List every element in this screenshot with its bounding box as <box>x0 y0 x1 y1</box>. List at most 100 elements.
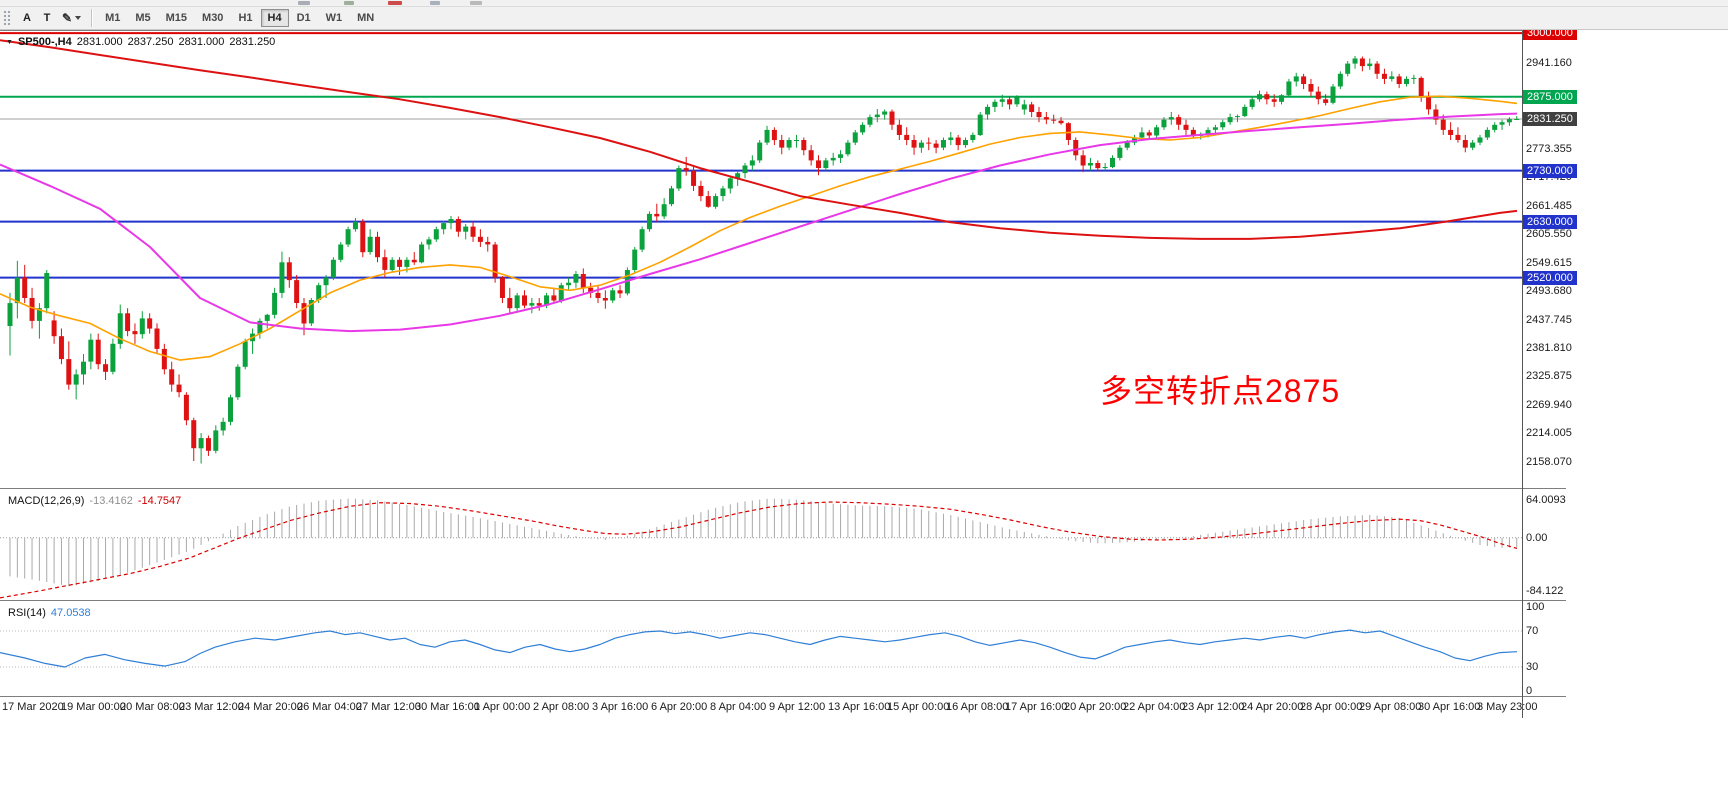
price-level-badge: 2730.000 <box>1523 164 1577 178</box>
chevron-down-icon <box>75 16 82 20</box>
time-axis-label: 19 Mar 00:00 <box>61 701 126 713</box>
tf-button-h1[interactable]: H1 <box>231 9 259 27</box>
timeframe-buttons: M1 M5 M15 M30 H1 H4 D1 W1 MN <box>98 9 381 27</box>
rsi-axis-label: 100 <box>1526 601 1545 613</box>
clipped-icon <box>470 1 482 5</box>
tf-button-h4[interactable]: H4 <box>260 9 289 27</box>
time-axis-label: 28 Apr 00:00 <box>1300 701 1363 713</box>
time-axis-label: 8 Apr 04:00 <box>710 701 767 713</box>
price-axis-label: 2437.745 <box>1526 314 1572 326</box>
price-level-badge: 2520.000 <box>1523 271 1577 285</box>
tf-button-m30[interactable]: M30 <box>195 9 230 27</box>
timeframe-toolbar: A T ✎ M1 M5 M15 M30 H1 H4 D1 W1 MN <box>0 7 1728 30</box>
rsi-panel-divider[interactable] <box>0 600 1566 603</box>
price-axis-label: 2493.680 <box>1526 285 1572 297</box>
time-axis-label: 6 Apr 20:00 <box>651 701 708 713</box>
ohlc-low: 2831.000 <box>178 36 225 48</box>
ohlc-high: 2837.250 <box>127 36 174 48</box>
macd-axis-max: 64.0093 <box>1526 494 1566 506</box>
time-axis-label: 13 Apr 16:00 <box>828 701 891 713</box>
macd-signal-value: -14.7547 <box>137 495 182 507</box>
time-axis-label: 27 Mar 12:00 <box>356 701 421 713</box>
pencil-icon: ✎ <box>62 11 73 25</box>
price-level-badge: 2630.000 <box>1523 215 1577 229</box>
time-axis-label: 26 Mar 04:00 <box>297 701 362 713</box>
time-axis-label: 20 Mar 08:00 <box>120 701 185 713</box>
time-axis-label: 15 Apr 00:00 <box>887 701 950 713</box>
rsi-indicator-label: RSI(14) 47.0538 <box>8 607 91 619</box>
time-axis-label: 30 Mar 16:00 <box>415 701 480 713</box>
tf-button-d1[interactable]: D1 <box>290 9 318 27</box>
chart-dropdown-arrow-icon[interactable]: ▼ <box>6 39 13 46</box>
tf-button-m15[interactable]: M15 <box>159 9 194 27</box>
price-axis-label: 2325.875 <box>1526 370 1572 382</box>
price-level-badge: 2875.000 <box>1523 90 1577 104</box>
price-axis-label: 2549.615 <box>1526 257 1572 269</box>
time-axis-label: 17 Apr 16:00 <box>1005 701 1068 713</box>
macd-indicator-label: MACD(12,26,9) -13.4162 -14.7547 <box>8 495 181 507</box>
toolbar-top-clipped <box>0 0 1728 7</box>
time-axis-label: 9 Apr 12:00 <box>769 701 826 713</box>
time-axis-label: 3 May 23:00 <box>1477 701 1538 713</box>
time-axis-label: 22 Apr 04:00 <box>1123 701 1186 713</box>
rsi-axis-label: 0 <box>1526 685 1533 697</box>
tf-button-w1[interactable]: W1 <box>319 9 350 27</box>
time-axis-label: 24 Apr 20:00 <box>1241 701 1304 713</box>
chart-annotation: 多空转折点2875 <box>1100 373 1341 409</box>
drawing-tool-dropdown[interactable]: ✎ <box>57 9 86 28</box>
tf-button-mn[interactable]: MN <box>350 9 381 27</box>
rsi-axis-label: 70 <box>1526 625 1539 637</box>
clipped-icon <box>430 1 440 5</box>
ma-medium-magenta <box>0 112 1518 333</box>
candles-layer <box>7 56 1520 464</box>
tf-button-m5[interactable]: M5 <box>128 9 157 27</box>
time-axis-label: 23 Apr 12:00 <box>1182 701 1245 713</box>
arrow-text-tool-button[interactable]: A <box>17 9 37 28</box>
tf-button-m1[interactable]: M1 <box>98 9 127 27</box>
rsi-line <box>0 629 1518 668</box>
price-axis-label: 2269.940 <box>1526 399 1572 411</box>
time-axis-label: 2 Apr 08:00 <box>533 701 590 713</box>
time-axis-label: 3 Apr 16:00 <box>592 701 649 713</box>
time-axis-label: 29 Apr 08:00 <box>1359 701 1422 713</box>
macd-signal-line <box>0 501 1518 599</box>
current-price-badge: 2831.250 <box>1523 112 1577 126</box>
rsi-panel-layer <box>0 629 1522 668</box>
macd-name: MACD(12,26,9) <box>8 495 85 507</box>
price-axis-label: 2381.810 <box>1526 342 1572 354</box>
toolbar-separator <box>91 9 94 27</box>
price-axis-label: 2773.355 <box>1526 143 1572 155</box>
time-axis-label: 16 Apr 08:00 <box>946 701 1009 713</box>
symbol-timeframe-label: SP500-,H4 <box>17 36 72 48</box>
chart-top-border <box>0 30 1566 31</box>
text-label-tool-button[interactable]: T <box>37 9 57 28</box>
time-axis-label: 30 Apr 16:00 <box>1418 701 1481 713</box>
price-panel-layer <box>0 32 1522 464</box>
time-axis-divider <box>0 696 1566 699</box>
ma-fast-orange <box>0 95 1518 361</box>
macd-main-value: -13.4162 <box>89 495 133 507</box>
clipped-icon <box>298 1 310 5</box>
clipped-icon <box>344 1 354 5</box>
price-axis-label: 2661.485 <box>1526 200 1572 212</box>
price-axis-label: 2941.160 <box>1526 57 1572 69</box>
macd-axis-zero: 0.00 <box>1526 532 1548 544</box>
price-axis-label: 2158.070 <box>1526 456 1572 468</box>
rsi-value: 47.0538 <box>50 607 91 619</box>
toolbar-grip[interactable] <box>3 10 12 26</box>
price-axis-line <box>1522 31 1523 718</box>
chart-title: ▼ SP500-,H4 2831.000 2837.250 2831.000 2… <box>6 36 275 48</box>
price-axis-label: 2214.005 <box>1526 427 1572 439</box>
time-axis-label: 20 Apr 20:00 <box>1064 701 1127 713</box>
time-axis-label: 1 Apr 00:00 <box>474 701 531 713</box>
macd-panel-layer <box>0 498 1522 599</box>
price-axis-label: 2605.550 <box>1526 228 1572 240</box>
time-axis-label: 24 Mar 20:00 <box>238 701 303 713</box>
macd-panel-divider[interactable] <box>0 488 1566 491</box>
clipped-icon <box>388 1 402 5</box>
ma-slow-red <box>0 39 1518 240</box>
rsi-axis-label: 30 <box>1526 661 1539 673</box>
ohlc-open: 2831.000 <box>76 36 123 48</box>
